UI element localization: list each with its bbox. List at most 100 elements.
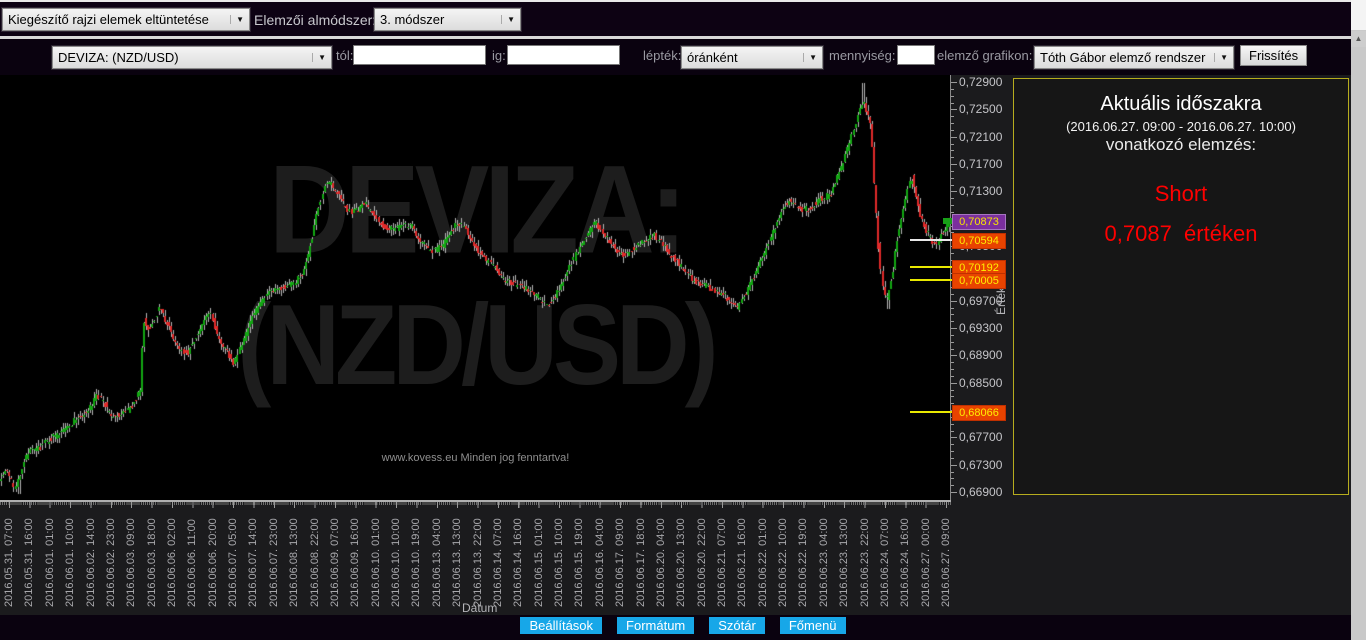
chart-zone: DEVIZA: (NZD/USD) www.kovess.eu Minden j… <box>0 75 1352 615</box>
y-axis-tick-label: 0,68500 <box>959 375 1003 390</box>
y-axis-minor-tick <box>951 444 954 446</box>
x-axis-date-label: 2016.06.24. 07:00 <box>878 518 891 607</box>
footer-button-1[interactable]: Beállítások <box>520 617 603 634</box>
x-axis-date-label: 2016.06.24. 16:00 <box>899 518 912 607</box>
from-date-input[interactable] <box>353 45 486 65</box>
y-axis-major-tick <box>951 300 957 302</box>
x-axis-date-label: 2016.06.06. 11:00 <box>186 519 199 607</box>
y-axis-minor-tick <box>951 369 954 370</box>
y-axis-minor-tick <box>951 252 954 254</box>
footer-button-2[interactable]: Formátum <box>617 617 695 634</box>
y-axis-minor-tick <box>951 150 954 152</box>
y-axis-major-tick <box>951 437 957 439</box>
x-axis-date-label: 2016.06.21. 07:00 <box>716 518 728 607</box>
x-axis-date-label: 2016.06.16. 04:00 <box>593 518 606 607</box>
x-axis-date-label: 2016.06.27. 09:00 <box>940 518 952 607</box>
x-axis-date-label: 2016.06.07. 05:00 <box>227 518 240 607</box>
y-axis-minor-tick <box>951 129 954 131</box>
price-marker-label: 0,68066 <box>952 405 1006 421</box>
x-axis-date-label: 2016.06.14. 07:00 <box>491 518 504 607</box>
x-axis-date-label: 2016.06.01. 10:00 <box>64 518 77 607</box>
price-marker-line <box>910 239 952 241</box>
x-axis-date-label: 2016.06.10. 19:00 <box>410 518 423 607</box>
x-axis-date-label: 2016.06.07. 23:00 <box>267 518 280 607</box>
y-axis-minor-tick <box>951 396 954 398</box>
y-axis-minor-tick <box>951 451 954 452</box>
y-axis-major-tick <box>951 82 957 83</box>
scale-select[interactable]: óránként ▼ <box>681 46 823 69</box>
x-axis-date-label: 2016.06.23. 04:00 <box>817 518 830 607</box>
x-axis-date-label: 2016.06.21. 16:00 <box>736 518 749 607</box>
y-axis-minor-tick <box>951 471 954 473</box>
dropdown-arrow-icon: ▼ <box>1214 53 1233 62</box>
y-axis-minor-tick <box>951 348 954 350</box>
refresh-button[interactable]: Frissítés <box>1240 45 1308 66</box>
x-axis-ruler <box>0 500 951 508</box>
panel-period: (2016.06.27. 09:00 - 2016.06.27. 10:00) <box>1066 119 1296 134</box>
y-axis-minor-tick <box>951 457 954 459</box>
footer-button-4[interactable]: Főmenü <box>779 617 846 634</box>
price-marker-line <box>910 411 952 413</box>
x-axis-date-label: 2016.06.09. 07:00 <box>328 518 341 607</box>
x-axis-date-label: 2016.06.23. 22:00 <box>858 518 871 607</box>
y-axis-major-tick <box>951 328 957 329</box>
y-axis-minor-tick <box>951 211 954 213</box>
analysis-panel: Aktuális időszakra (2016.06.27. 09:00 - … <box>1013 78 1349 495</box>
y-axis-minor-tick <box>951 143 954 145</box>
currency-pair-select[interactable]: DEVIZA: (NZD/USD) ▼ <box>52 46 332 69</box>
y-axis-tick-label: 0,69300 <box>959 321 1003 335</box>
x-axis-date-label: 2016.06.06. 20:00 <box>206 518 219 607</box>
quantity-input[interactable] <box>897 45 935 65</box>
y-axis-minor-tick <box>951 232 954 234</box>
y-axis-major-tick <box>951 464 957 466</box>
dropdown-arrow-icon: ▼ <box>501 15 520 24</box>
scrollbar-thumb[interactable] <box>1351 0 1366 30</box>
x-axis-date-label: 2016.06.13. 04:00 <box>430 518 443 607</box>
signal-text: Short <box>1154 181 1208 206</box>
y-axis-minor-tick <box>951 170 954 172</box>
y-axis-minor-tick <box>951 307 954 309</box>
from-label: tól: <box>336 48 354 63</box>
x-axis-date-label: 2016.06.03. 18:00 <box>145 518 158 607</box>
price-marker-label: 0,70005 <box>952 273 1006 289</box>
y-axis-minor-tick <box>951 184 954 186</box>
signal-value-text: 0,7087 értéken <box>1104 221 1258 246</box>
y-axis-minor-tick <box>951 423 954 425</box>
scrollbar-up-arrow-icon[interactable]: ▲ <box>1351 31 1366 47</box>
dropdown-arrow-icon: ▼ <box>803 53 822 62</box>
y-axis-minor-tick <box>951 95 954 97</box>
x-axis-title: Dátum <box>462 601 498 615</box>
y-axis-minor-tick <box>951 198 954 200</box>
vertical-scrollbar[interactable]: ▲ <box>1351 0 1366 640</box>
submethod-select[interactable]: 3. módszer ▼ <box>374 8 521 31</box>
y-axis-minor-tick <box>951 123 954 124</box>
x-axis-date-label: 2016.06.23. 13:00 <box>838 518 851 607</box>
y-axis-minor-tick <box>951 430 954 432</box>
copyright-watermark: www.kovess.eu Minden jog fenntartva! <box>381 452 570 464</box>
y-axis-minor-tick <box>951 314 954 316</box>
y-axis-minor-tick <box>951 485 954 487</box>
price-marker-line <box>910 266 952 268</box>
y-axis-minor-tick <box>951 88 954 90</box>
price-marker-line <box>910 279 952 281</box>
dropdown-arrow-icon: ▼ <box>312 53 331 62</box>
x-axis-date-label: 2016.06.07. 14:00 <box>247 518 260 607</box>
analyzer-select[interactable]: Tóth Gábor elemző rendszer ▼ <box>1034 46 1234 69</box>
footer-button-3[interactable]: Szótár <box>709 617 765 634</box>
y-axis-minor-tick <box>951 403 954 405</box>
y-axis-tick-label: 0,67300 <box>959 457 1003 472</box>
x-axis-date-label: 2016.06.22. 01:00 <box>756 518 769 607</box>
draw-elements-select[interactable]: Kiegészítő rajzi elemek eltüntetése ▼ <box>2 8 250 31</box>
y-axis-major-tick <box>951 136 957 138</box>
submethod-select-value: 3. módszer <box>380 12 445 27</box>
dropdown-arrow-icon: ▼ <box>230 15 249 24</box>
y-axis-tick-label: 0,72100 <box>959 129 1003 144</box>
submethod-label: Elemzői almódszer: <box>254 12 377 28</box>
x-axis-date-label: 2016.06.09. 16:00 <box>349 518 362 607</box>
x-axis-date-label: 2016.06.17. 09:00 <box>614 518 627 607</box>
y-axis-minor-tick <box>951 334 954 336</box>
x-axis-date-label: 2016.06.15. 19:00 <box>573 518 586 607</box>
candlestick-chart[interactable]: DEVIZA: (NZD/USD) www.kovess.eu Minden j… <box>0 75 951 500</box>
x-axis-date-label: 2016.06.10. 10:00 <box>390 518 402 607</box>
to-date-input[interactable] <box>507 45 620 65</box>
